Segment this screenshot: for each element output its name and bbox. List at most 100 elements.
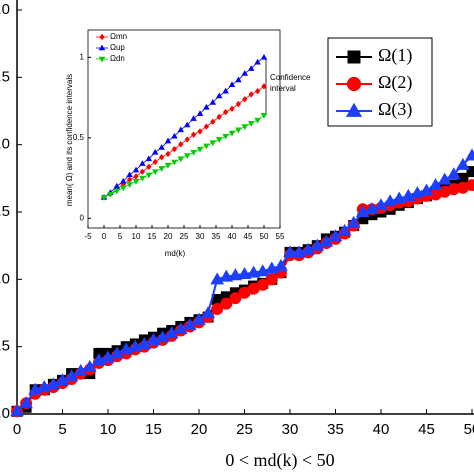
legend-label: Ωmn [110, 32, 127, 41]
data-point [274, 258, 288, 271]
data-point [113, 182, 121, 189]
data-point [151, 169, 159, 176]
data-point [228, 130, 236, 137]
x-tick-label: 0 [102, 232, 107, 241]
data-point [247, 65, 255, 71]
data-point [241, 124, 249, 130]
y-tick-label: 1 [80, 52, 85, 61]
data-point [229, 292, 242, 305]
data-point [46, 377, 61, 390]
data-point [177, 156, 185, 163]
y-tick-label: 2.5 [0, 68, 10, 85]
data-point [158, 153, 165, 161]
x-tick-label: 40 [228, 232, 237, 241]
data-point [374, 198, 388, 211]
legend-label: Ωdn [110, 54, 125, 63]
data-point [203, 143, 210, 150]
x-tick-label: 5 [118, 232, 123, 241]
x-tick-label: 30 [196, 232, 205, 241]
data-point [19, 396, 33, 409]
data-point [215, 92, 223, 99]
data-point [119, 185, 127, 192]
data-point [237, 266, 252, 279]
data-point [216, 113, 222, 121]
data-point [177, 126, 185, 133]
data-point [107, 191, 114, 198]
data-point [248, 91, 254, 98]
data-point [222, 87, 229, 94]
data-point [261, 83, 267, 90]
data-point [215, 137, 223, 143]
x-tick-label: 15 [145, 421, 162, 438]
data-point [222, 108, 229, 116]
data-point [310, 238, 325, 251]
x-tick-label: 20 [191, 421, 208, 438]
data-point [209, 99, 217, 105]
data-point [446, 167, 461, 180]
data-point [241, 70, 249, 76]
data-point [260, 113, 268, 119]
data-point [301, 242, 316, 255]
x-tick-label: 25 [236, 421, 253, 438]
data-point [164, 137, 172, 144]
x-tick-label: 45 [418, 421, 435, 438]
x-tick-label: 10 [132, 232, 141, 241]
data-point [100, 195, 108, 201]
data-point [235, 127, 242, 134]
x-tick-label: 30 [282, 421, 299, 438]
data-point [173, 322, 188, 335]
data-point [126, 171, 133, 178]
data-point [133, 173, 139, 180]
data-point [192, 312, 206, 325]
data-point [158, 144, 165, 150]
data-point [101, 350, 115, 363]
data-point [164, 162, 172, 169]
data-point [456, 157, 470, 170]
inset-background [63, 20, 283, 248]
data-point [190, 131, 197, 138]
data-point [183, 153, 191, 159]
data-point [73, 363, 88, 376]
legend-marker [345, 102, 363, 117]
x-tick-label: 50 [464, 421, 474, 438]
data-point [203, 123, 210, 130]
data-point [155, 330, 170, 343]
x-tick-label: 15 [148, 232, 157, 241]
data-point [211, 302, 224, 315]
data-point [132, 166, 140, 173]
data-point [219, 269, 234, 282]
data-point [242, 96, 248, 103]
x-tick-label: 35 [212, 232, 221, 241]
data-point [247, 121, 255, 127]
x-tick-label: 20 [164, 232, 173, 241]
data-point [146, 163, 152, 171]
legend-marker [99, 33, 105, 41]
data-point [82, 359, 97, 372]
data-point [190, 150, 197, 156]
data-point [254, 58, 261, 65]
data-point [145, 155, 153, 162]
data-point [196, 110, 204, 117]
data-point [184, 136, 190, 143]
data-point [246, 265, 261, 278]
annotation: interval [270, 84, 296, 93]
data-point [171, 132, 178, 139]
data-point [466, 179, 474, 192]
data-point [178, 141, 184, 148]
data-point [260, 53, 268, 60]
legend-marker [98, 44, 106, 51]
y-tick-label: 1.0 [0, 270, 10, 287]
x-tick-label: 25 [180, 232, 189, 241]
data-point [220, 297, 233, 310]
data-point [152, 158, 158, 166]
data-point [55, 373, 70, 386]
legend-marker [347, 50, 361, 64]
data-point [171, 159, 178, 166]
data-point [126, 176, 133, 183]
data-point [10, 404, 24, 417]
data-point [228, 81, 236, 88]
data-point [139, 160, 146, 166]
data-point [139, 175, 146, 182]
data-point [229, 105, 235, 113]
data-point [126, 182, 133, 188]
